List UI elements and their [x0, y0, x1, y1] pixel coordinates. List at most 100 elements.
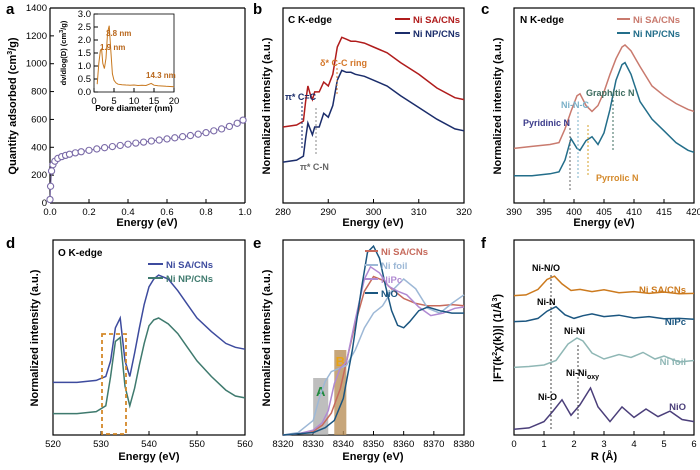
panel-a-xtick-label-5: 1.0 — [238, 207, 251, 218]
panel-b-ann-1: π* C=C — [285, 92, 317, 102]
panel-c-ann-3: Graphitic N — [586, 88, 635, 98]
panel-a-point — [178, 133, 187, 141]
panel-a-ytick-label-4: 800 — [31, 87, 47, 98]
panel-c-xtick-label-2: 400 — [566, 207, 582, 218]
panel-e-legend-1: Ni SA/CNs — [381, 247, 428, 258]
panel-d-highlight-box — [101, 333, 127, 435]
panel-a-xtick-label-2: 0.4 — [121, 207, 134, 218]
panel-a-inset-ytick-label-1: 0.5 — [78, 74, 91, 85]
panel-a-point — [77, 148, 85, 156]
panel-a-point — [85, 146, 93, 154]
panel-a-point — [147, 137, 156, 145]
panel-a-point — [171, 134, 179, 142]
panel-f-xtick-label-3: 3 — [601, 439, 606, 450]
panel-e-ylabel: Normalized intensity (a.u.) — [261, 269, 273, 406]
panel-letter-d: d — [6, 235, 15, 252]
panel-f-xtick-label-6: 6 — [691, 439, 696, 450]
panel-d-title: O K-edge — [58, 248, 103, 259]
panel-a-inset-x-ticks: 0 5 10 15 20 — [91, 88, 179, 107]
panel-a-inset-ytick-label-0: 0.0 — [78, 87, 91, 98]
panel-b-xtick-label-4: 320 — [456, 207, 472, 218]
panel-f-ann-4: Ni-O — [538, 392, 557, 402]
panel-b-xlabel: Energy (eV) — [342, 217, 403, 229]
panel-a-xtick-label-3: 0.6 — [160, 207, 173, 218]
panel-d-xtick-label-1: 530 — [93, 439, 109, 450]
panel-c-legend-2: Ni NP/CNs — [633, 29, 680, 40]
panel-c-legend-1: Ni SA/CNs — [633, 15, 680, 26]
panel-a-ytick-label-5: 1000 — [26, 59, 47, 70]
panel-f-nio-line — [513, 386, 695, 430]
panel-d-xlabel: Energy (eV) — [118, 451, 179, 463]
panel-a-inset-ylabel-main: dv/dlog(D) (cm — [59, 33, 68, 86]
panel-e-ni-sa-line — [282, 275, 465, 436]
panel-d-x-ticks: 520 530 540 550 560 — [45, 431, 253, 450]
panel-b-xtick-label-0: 280 — [275, 207, 291, 218]
panel-c-ann-1: Pyridinic N — [523, 118, 570, 128]
panel-f-x-ticks: 0 1 2 3 4 5 6 — [511, 431, 697, 450]
panel-e-xtick-label-0: 8320 — [272, 439, 293, 450]
panel-letter-b: b — [253, 1, 262, 18]
panel-a-ytick-label-7: 1400 — [26, 3, 47, 14]
panel-f-legend-2: NiPc — [665, 317, 686, 328]
panel-f: f 0 1 2 3 4 5 6 Ni SA/CNs NiPc Ni foil NiO Ni-… — [481, 235, 697, 463]
panel-a-ytick-label-6: 1200 — [26, 31, 47, 42]
panel-e: e 8320 8330 8340 8350 8360 8370 8380 A B Ni SA… — [253, 235, 475, 463]
panel-f-ann-2: Ni-N — [537, 297, 556, 307]
panel-a-xtick-label-0: 0.0 — [43, 207, 56, 218]
panel-f-ylabel-close: ) — [492, 294, 504, 298]
panel-f-xtick-label-5: 5 — [661, 439, 666, 450]
panel-b-ni-np-line — [282, 69, 465, 163]
panel-f-xtick-label-0: 0 — [511, 439, 516, 450]
panel-d-xtick-label-0: 520 — [45, 439, 61, 450]
panel-f-legend-4: NiO — [669, 402, 686, 413]
panel-b-xtick-label-3: 310 — [411, 207, 427, 218]
panel-d-ni-np-line — [53, 317, 246, 415]
panel-a-xtick-label-4: 0.8 — [199, 207, 212, 218]
panel-f-ylabel-sup: 2 — [492, 352, 499, 356]
panel-a-inset-psd-line — [96, 25, 175, 88]
panel-e-nipc-line — [282, 265, 465, 436]
panel-a-point — [132, 139, 140, 147]
panel-a-point — [210, 127, 218, 135]
panel-a-ylabel-sup: 3 — [7, 51, 14, 55]
panel-f-legend-3: Ni foil — [660, 357, 686, 368]
panel-c-xtick-label-6: 420 — [686, 207, 700, 218]
panel-a-point — [65, 150, 74, 158]
panel-f-ni-sa-line — [513, 275, 695, 297]
panel-f-ann-1: Ni-N/O — [532, 263, 560, 273]
panel-e-legend-2: Ni foil — [381, 261, 407, 272]
panel-a-inset-ann-1: 1.9 nm — [100, 43, 125, 52]
panel-b-ylabel: Normalized intensity (a.u.) — [261, 37, 273, 174]
panel-a-inset-ytick-label-6: 3.0 — [78, 9, 91, 20]
panel-a-x-ticks: 0.0 0.2 0.4 0.6 0.8 1.0 — [43, 199, 252, 218]
panel-e-nio-line — [282, 244, 464, 436]
panel-c-ylabel: Normalized intensity (a.u.) — [492, 37, 504, 174]
panel-a-point — [155, 136, 163, 144]
panel-b-x-ticks: 280 290 300 310 320 — [275, 199, 472, 218]
panel-e-xtick-label-4: 8360 — [393, 439, 414, 450]
panel-f-ann-5-sub: oxy — [587, 374, 599, 381]
panel-a-point — [217, 125, 226, 133]
panel-a-inset-ylabel-tail: /g) — [59, 20, 68, 30]
panel-a-point — [93, 145, 101, 153]
panel-c-ni-sa-line — [513, 44, 695, 150]
panel-f-ylabel-k: k — [492, 355, 504, 362]
panel-c-xtick-label-3: 405 — [596, 207, 612, 218]
panel-d-xtick-label-2: 540 — [141, 439, 157, 450]
panel-e-x-ticks: 8320 8330 8340 8350 8360 8370 8380 — [272, 431, 475, 450]
panel-letter-e: e — [253, 235, 261, 252]
panel-e-ni-foil-line — [282, 277, 465, 436]
panel-a-point — [100, 144, 109, 152]
panel-a-ylabel: Quantity adsorbed (cm3/g) — [7, 37, 19, 174]
panel-f-legend-1: Ni SA/CNs — [639, 285, 686, 296]
panel-f-xtick-label-2: 2 — [571, 439, 576, 450]
panel-f-ann-5: Ni-Nioxy — [566, 368, 599, 381]
panel-d-xtick-label-4: 560 — [237, 439, 253, 450]
panel-a-point — [71, 149, 79, 157]
panel-a-point — [163, 135, 171, 143]
panel-a-inset-ann-3: 14.3 nm — [146, 71, 176, 80]
panel-a-inset-xtick-label-1: 5 — [111, 96, 116, 107]
panel-a-ylabel-main: Quantity adsorbed (cm — [7, 55, 19, 175]
panel-a-inset-ylabel: dv/dlog(D) (cm3/g) — [59, 20, 68, 85]
panel-b: b 280 290 300 310 320 C K-edge Ni SA/CNs Ni … — [253, 1, 472, 229]
